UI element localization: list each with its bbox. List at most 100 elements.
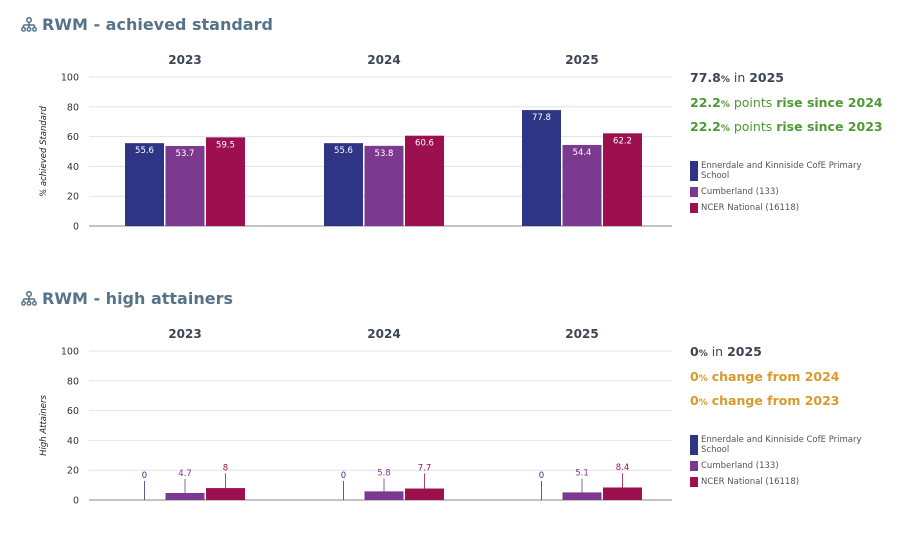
bar[interactable]: [405, 488, 444, 500]
y-tick-label: 100: [61, 347, 79, 358]
legend-swatch: [690, 187, 698, 197]
hierarchy-icon: [21, 291, 37, 306]
legend-item[interactable]: Ennerdale and Kinniside CofE Primary Sch…: [690, 435, 880, 455]
data-label: 77.8: [532, 113, 551, 123]
data-label: 60.6: [415, 139, 434, 149]
y-tick-label: 80: [67, 376, 79, 387]
data-label: 59.5: [216, 140, 235, 150]
stat-connector: in: [729, 70, 750, 85]
stat-line: 0% change from 2024: [690, 366, 905, 391]
legend-item[interactable]: Cumberland (133): [690, 461, 880, 471]
bar[interactable]: [206, 488, 245, 500]
legend-label: NCER National (16118): [701, 477, 800, 487]
stat-emphasis: change from 2023: [711, 393, 840, 408]
y-tick-label: 20: [67, 466, 79, 477]
data-label: 0: [142, 471, 147, 481]
stat-percent-sign: %: [720, 99, 730, 110]
section-title-text: RWM - achieved standard: [42, 15, 273, 34]
data-label: 53.7: [176, 149, 195, 159]
bar[interactable]: [364, 491, 404, 500]
bar[interactable]: [603, 133, 642, 226]
data-label: 0: [341, 471, 346, 481]
category-label: 2025: [565, 53, 598, 67]
data-label: 7.7: [418, 464, 432, 474]
stat-line: 0% in 2025: [690, 341, 905, 366]
stat-percent-sign: %: [698, 349, 708, 359]
bar[interactable]: [405, 135, 444, 226]
stats-panel: 77.8% in 2025 22.2% points rise since 202…: [690, 67, 905, 141]
stat-number: 77.8: [690, 70, 721, 85]
bar[interactable]: [165, 492, 205, 500]
section-achieved-standard: RWM - achieved standard 0 20 40 60 80 100 % ac…: [0, 0, 910, 272]
section-title: RWM - achieved standard: [21, 15, 273, 34]
y-tick-label: 0: [73, 222, 79, 233]
data-label: 54.4: [573, 148, 592, 158]
stat-percent-sign: %: [720, 124, 730, 134]
bar[interactable]: [364, 145, 404, 226]
stat-line: 22.2% points rise since 2024: [690, 92, 905, 117]
data-label: 4.7: [178, 469, 192, 479]
y-tick-label: 20: [67, 192, 79, 203]
bar-chart: 0 20 40 60 80 100 % achieved Standard 2023 2024 2…: [39, 53, 672, 233]
data-label: 8.4: [616, 463, 630, 473]
stat-number: 0: [690, 368, 699, 384]
stat-line: 77.8% in 2025: [690, 67, 905, 92]
bar[interactable]: [165, 145, 205, 226]
stat-connector: points: [729, 119, 777, 134]
y-tick-label: 40: [67, 436, 79, 447]
legend-swatch: [690, 461, 698, 471]
chart-legend: Ennerdale and Kinniside CofE Primary Sch…: [690, 435, 880, 493]
data-label: 55.6: [135, 146, 154, 156]
legend-item[interactable]: Cumberland (133): [690, 187, 880, 197]
stat-emphasis: 2025: [727, 344, 762, 359]
bar[interactable]: [562, 144, 602, 226]
stat-number: 0: [690, 344, 699, 359]
stat-line: 0% change from 2023: [690, 390, 905, 415]
legend-item[interactable]: NCER National (16118): [690, 203, 880, 213]
stat-connector: points: [729, 94, 777, 110]
stat-percent-sign: %: [698, 398, 708, 408]
stat-emphasis: rise since 2023: [776, 119, 883, 134]
stat-emphasis: 2025: [749, 70, 785, 85]
category-label: 2025: [565, 327, 598, 341]
legend-swatch: [690, 161, 698, 181]
hierarchy-icon: [21, 17, 37, 32]
bar[interactable]: [522, 110, 561, 226]
y-tick-label: 100: [61, 73, 79, 84]
stat-line: 22.2% points rise since 2023: [690, 116, 905, 141]
bar[interactable]: [206, 137, 245, 226]
category-label: 2023: [168, 53, 201, 67]
legend-label: Cumberland (133): [701, 187, 779, 197]
stat-emphasis: change from 2024: [711, 368, 840, 384]
stat-connector: in: [707, 344, 728, 359]
legend-label: Ennerdale and Kinniside CofE Primary Sch…: [701, 161, 862, 181]
bar[interactable]: [125, 143, 164, 226]
y-tick-label: 80: [67, 102, 79, 113]
stat-percent-sign: %: [698, 373, 708, 384]
category-label: 2024: [367, 53, 400, 67]
category-label: 2024: [367, 327, 400, 341]
legend-swatch: [690, 435, 698, 455]
legend-swatch: [690, 477, 698, 487]
y-axis-label: % achieved Standard: [39, 105, 49, 196]
stat-number: 22.2: [690, 119, 721, 134]
bar[interactable]: [603, 487, 642, 500]
stat-emphasis: rise since 2024: [776, 94, 883, 110]
category-label: 2023: [168, 327, 201, 341]
section-title-text: RWM - high attainers: [42, 289, 233, 308]
y-tick-label: 40: [67, 162, 79, 173]
stats-panel: 0% in 2025 0% change from 2024 0% change f…: [690, 341, 905, 415]
data-label: 8: [223, 463, 228, 473]
bar[interactable]: [324, 143, 363, 226]
y-axis-label: High Attainers: [39, 395, 49, 456]
section-title: RWM - high attainers: [21, 289, 233, 308]
legend-label: Cumberland (133): [701, 461, 779, 471]
legend-item[interactable]: Ennerdale and Kinniside CofE Primary Sch…: [690, 161, 880, 181]
data-label: 0: [539, 471, 544, 481]
bar[interactable]: [562, 492, 602, 500]
stat-percent-sign: %: [720, 75, 730, 85]
legend-item[interactable]: NCER National (16118): [690, 477, 880, 487]
y-tick-label: 60: [67, 132, 79, 143]
stat-number: 0: [690, 393, 699, 408]
